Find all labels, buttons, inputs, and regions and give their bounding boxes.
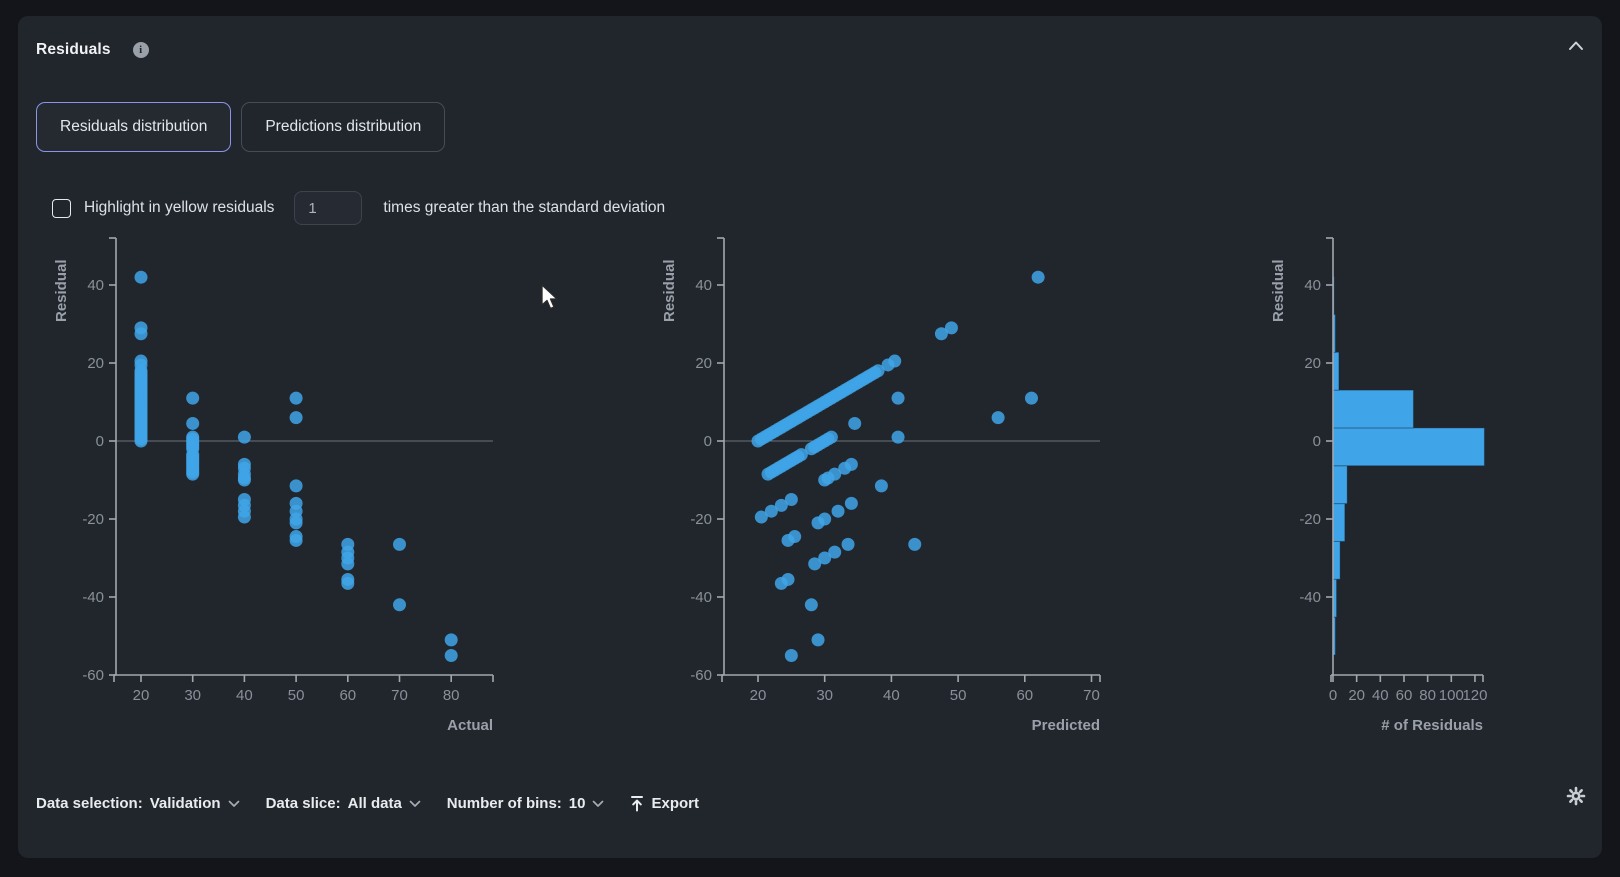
svg-text:40: 40	[1372, 687, 1389, 704]
svg-text:40: 40	[695, 277, 712, 294]
svg-text:-40: -40	[82, 589, 104, 606]
svg-text:60: 60	[1016, 687, 1033, 704]
svg-text:-20: -20	[1299, 511, 1321, 528]
residual-vs-predicted-chart[interactable]: 40 20 0 -20 -40 -60 20 30 40 50 60 70 Predicted Resid…	[633, 234, 1113, 739]
svg-text:70: 70	[391, 687, 408, 704]
export-label: Export	[651, 794, 699, 812]
data-selection-dropdown[interactable]: Data selection: Validation	[36, 795, 240, 812]
info-icon[interactable]: i	[132, 42, 149, 58]
svg-text:20: 20	[1348, 687, 1365, 704]
svg-text:20: 20	[750, 687, 767, 704]
svg-text:Residual: Residual	[1270, 259, 1287, 322]
tab-predictions-distribution[interactable]: Predictions distribution	[241, 102, 446, 152]
svg-text:30: 30	[816, 687, 833, 704]
svg-text:60: 60	[339, 687, 356, 704]
svg-text:60: 60	[1396, 687, 1413, 704]
residual-vs-actual-chart[interactable]: 40 20 0 -20 -40 -60 20 30 40 50 60 70 80 Actual Residu…	[48, 234, 518, 739]
chevron-down-icon	[409, 800, 421, 807]
svg-text:20: 20	[1304, 355, 1321, 372]
residuals-panel: Residuals i Residuals distribution Predi…	[18, 16, 1602, 858]
svg-text:0: 0	[1329, 687, 1337, 704]
std-multiplier-input[interactable]	[294, 191, 363, 225]
svg-text:0: 0	[96, 433, 104, 450]
svg-text:# of Residuals: # of Residuals	[1381, 717, 1483, 734]
data-selection-value: Validation	[149, 794, 221, 812]
svg-text:120: 120	[1462, 687, 1487, 704]
svg-text:80: 80	[443, 687, 460, 704]
svg-text:-60: -60	[690, 667, 712, 684]
data-slice-label: Data slice:	[265, 794, 341, 812]
chevron-up-icon	[1569, 41, 1583, 50]
svg-text:0: 0	[1313, 433, 1321, 450]
svg-text:-20: -20	[690, 511, 712, 528]
bins-value: 10	[568, 794, 586, 812]
svg-text:50: 50	[950, 687, 967, 704]
svg-text:-40: -40	[1299, 589, 1321, 606]
svg-text:100: 100	[1439, 687, 1464, 704]
gear-icon	[1566, 786, 1586, 806]
highlight-label: Highlight in yellow residuals	[84, 199, 275, 216]
bins-label: Number of bins:	[446, 794, 562, 812]
chevron-down-icon	[593, 800, 604, 807]
svg-text:40: 40	[883, 687, 900, 704]
chevron-down-icon	[228, 800, 239, 807]
settings-button[interactable]	[1566, 786, 1586, 806]
svg-text:Residual: Residual	[661, 259, 678, 322]
svg-text:50: 50	[288, 687, 305, 704]
collapse-panel-button[interactable]	[1566, 38, 1586, 54]
svg-text:40: 40	[1304, 277, 1321, 294]
panel-title: Residuals	[36, 41, 111, 58]
distribution-tabs: Residuals distribution Predictions distr…	[36, 102, 446, 152]
svg-text:20: 20	[133, 687, 150, 704]
panel-header: Residuals i	[36, 38, 149, 62]
svg-text:20: 20	[695, 355, 712, 372]
svg-text:-20: -20	[82, 511, 104, 528]
highlight-row: Highlight in yellow residuals times grea…	[52, 188, 665, 228]
data-slice-dropdown[interactable]: Data slice: All data	[266, 795, 421, 812]
svg-text:Predicted: Predicted	[1032, 717, 1100, 734]
svg-text:20: 20	[87, 355, 104, 372]
export-icon	[631, 795, 644, 811]
svg-text:0: 0	[704, 433, 712, 450]
svg-text:30: 30	[184, 687, 201, 704]
svg-text:40: 40	[236, 687, 253, 704]
highlight-suffix: times greater than the standard deviatio…	[383, 199, 666, 216]
svg-text:-40: -40	[690, 589, 712, 606]
svg-text:Residual: Residual	[53, 259, 70, 322]
svg-text:80: 80	[1419, 687, 1436, 704]
svg-text:40: 40	[87, 277, 104, 294]
data-selection-label: Data selection:	[36, 794, 143, 812]
highlight-checkbox[interactable]	[52, 198, 71, 218]
data-slice-value: All data	[347, 794, 402, 812]
charts-area: 40 20 0 -20 -40 -60 20 30 40 50 60 70 80 Actual Residu…	[18, 16, 1602, 858]
export-button[interactable]: Export	[630, 795, 699, 812]
number-of-bins-dropdown[interactable]: Number of bins: 10	[447, 795, 605, 812]
svg-text:Actual: Actual	[447, 717, 493, 734]
chart-toolbar: Data selection: Validation Data slice: A…	[36, 790, 699, 816]
svg-text:70: 70	[1083, 687, 1100, 704]
svg-text:-60: -60	[82, 667, 104, 684]
tab-residuals-distribution[interactable]: Residuals distribution	[36, 102, 232, 152]
